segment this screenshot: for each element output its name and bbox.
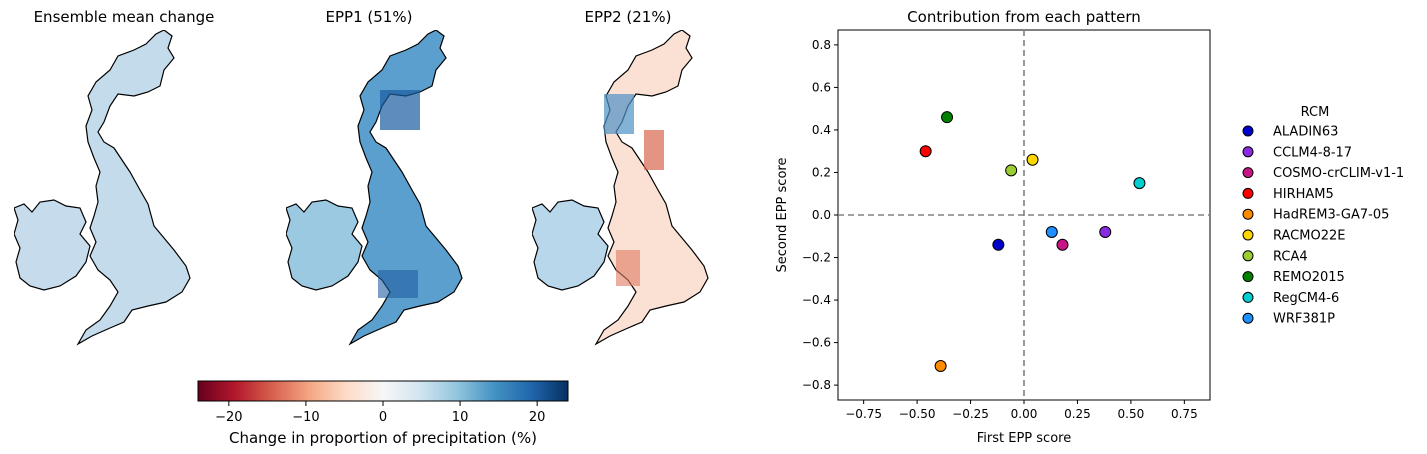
scatter-chart: Contribution from each pattern −0.75 −0.5… bbox=[775, 8, 1211, 446]
great-britain-area bbox=[595, 30, 709, 345]
legend-marker-rca4 bbox=[1242, 250, 1254, 262]
data-point-cosmo-crclim-v1-1 bbox=[1056, 238, 1069, 251]
y-axis-label: Second EPP score bbox=[775, 158, 790, 273]
data-point-cclm4-8-17 bbox=[1099, 226, 1112, 239]
y-tick-label: 0.4 bbox=[812, 123, 831, 137]
colorbar: −20 −10 0 10 20 Change in proportion of prec… bbox=[197, 380, 569, 447]
x-tick-label: −0.75 bbox=[845, 407, 882, 421]
legend-label-cosmo-crclim-v1-1: COSMO-crCLIM-v1-1 bbox=[1273, 166, 1404, 181]
colorbar-tick-label: 10 bbox=[452, 410, 469, 425]
y-tick-label: −0.2 bbox=[802, 251, 831, 265]
y-tick-label: 0.0 bbox=[812, 208, 831, 222]
strong-signal-region bbox=[378, 270, 418, 298]
legend-label-cclm4-8-17: CCLM4-8-17 bbox=[1273, 145, 1352, 160]
ireland-area bbox=[286, 199, 363, 291]
x-tick-label: 0.75 bbox=[1171, 407, 1198, 421]
legend-marker-remo2015 bbox=[1242, 271, 1254, 283]
negative-region bbox=[616, 250, 640, 286]
map-panel-epp2: EPP2 (21%) bbox=[532, 8, 709, 345]
data-point-remo2015 bbox=[941, 111, 954, 124]
legend-label-hadrem3-ga7-05: HadREM3-GA7-05 bbox=[1273, 208, 1389, 223]
y-tick-label: −0.6 bbox=[802, 336, 831, 350]
data-point-hadrem3-ga7-05 bbox=[934, 359, 947, 372]
x-tick-label: 0.25 bbox=[1064, 407, 1091, 421]
legend-marker-regcm4-6 bbox=[1242, 291, 1254, 303]
legend-label-wrf381p: WRF381P bbox=[1273, 312, 1335, 327]
ireland-area bbox=[532, 199, 609, 291]
colorbar-tick-label: 0 bbox=[379, 410, 387, 425]
colorbar-gradient bbox=[197, 380, 569, 402]
map-title-ensemble-mean: Ensemble mean change bbox=[34, 8, 215, 26]
y-tick-label: 0.6 bbox=[812, 80, 831, 94]
y-tick-label: 0.2 bbox=[812, 165, 831, 179]
legend: RCM ALADIN63 CCLM4-8-17 COSMO-crCLIM-v1-1 H… bbox=[1242, 105, 1404, 327]
legend-label-remo2015: REMO2015 bbox=[1273, 270, 1345, 285]
x-tick-label: −0.50 bbox=[899, 407, 936, 421]
x-axis-label: First EPP score bbox=[977, 431, 1071, 446]
x-tick-label: 0.00 bbox=[1011, 407, 1038, 421]
map-panel-epp1: EPP1 (51%) bbox=[286, 8, 463, 345]
legend-marker-cosmo-crclim-v1-1 bbox=[1242, 167, 1254, 179]
ireland-area bbox=[14, 199, 91, 291]
y-tick-label: −0.4 bbox=[802, 293, 831, 307]
data-point-aladin63 bbox=[992, 238, 1005, 251]
x-tick-label: 0.50 bbox=[1118, 407, 1145, 421]
legend-label-regcm4-6: RegCM4-6 bbox=[1273, 291, 1339, 306]
colorbar-label: Change in proportion of precipitation (%… bbox=[229, 429, 537, 447]
legend-label-hirham5: HIRHAM5 bbox=[1273, 187, 1334, 202]
map-panel-ensemble-mean: Ensemble mean change bbox=[14, 8, 215, 345]
data-point-regcm4-6 bbox=[1133, 177, 1146, 190]
colorbar-tick-label: −20 bbox=[215, 410, 242, 425]
data-point-wrf381p bbox=[1045, 226, 1058, 239]
positive-region bbox=[604, 94, 634, 134]
data-point-racmo22e bbox=[1026, 153, 1039, 166]
legend-marker-hirham5 bbox=[1242, 187, 1254, 199]
data-point-rca4 bbox=[1005, 164, 1018, 177]
legend-marker-wrf381p bbox=[1242, 312, 1254, 324]
y-tick-label: −0.8 bbox=[802, 378, 831, 392]
legend-marker-aladin63 bbox=[1242, 125, 1254, 137]
negative-region bbox=[644, 130, 664, 170]
great-britain-area bbox=[77, 30, 191, 345]
legend-marker-cclm4-8-17 bbox=[1242, 146, 1254, 158]
legend-title: RCM bbox=[1301, 105, 1330, 120]
map-title-epp2: EPP2 (21%) bbox=[585, 8, 672, 26]
colorbar-tick-label: 20 bbox=[529, 410, 546, 425]
legend-label-racmo22e: RACMO22E bbox=[1273, 229, 1345, 244]
strong-signal-region bbox=[380, 90, 420, 130]
map-title-epp1: EPP1 (51%) bbox=[326, 8, 413, 26]
legend-label-rca4: RCA4 bbox=[1273, 249, 1308, 264]
legend-marker-racmo22e bbox=[1242, 229, 1254, 241]
chart-title: Contribution from each pattern bbox=[907, 8, 1141, 26]
y-tick-label: 0.8 bbox=[812, 38, 831, 52]
colorbar-tick-label: −10 bbox=[292, 410, 319, 425]
legend-label-aladin63: ALADIN63 bbox=[1273, 125, 1338, 140]
data-point-hirham5 bbox=[919, 145, 932, 158]
x-tick-label: −0.25 bbox=[952, 407, 989, 421]
legend-marker-hadrem3-ga7-05 bbox=[1242, 208, 1254, 220]
